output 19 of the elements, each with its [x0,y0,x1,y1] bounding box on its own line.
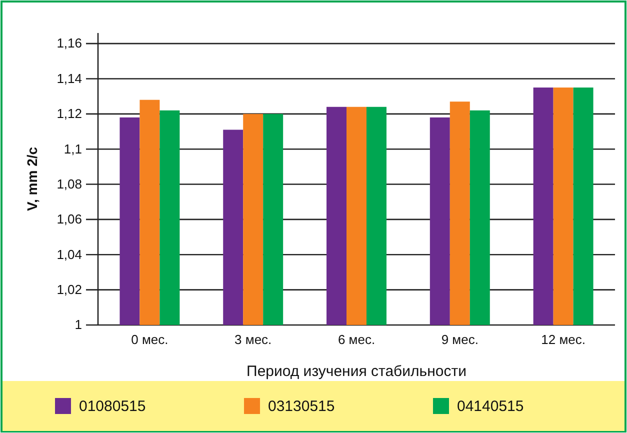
legend-label: 01080515 [79,398,146,415]
x-tick-label: 6 мес. [338,332,376,348]
x-tick-label: 12 мес. [541,332,586,348]
y-tick-label: 1,08 [56,176,82,192]
x-axis-title: Период изучения стабильности [246,363,466,380]
y-tick-label: 1 [74,317,82,332]
y-tick-label: 1,04 [56,246,82,262]
y-tick-label: 1,02 [56,282,82,297]
y-axis-title: V, mm 2/c [24,146,40,212]
y-tick-label: 1,12 [56,106,82,122]
legend-label: 03130515 [268,398,335,415]
y-tick-label: 1,06 [56,212,82,227]
x-tick-label: 0 мес. [131,332,168,348]
y-tick-label: 1,14 [56,70,82,86]
x-tick-label: 3 мес. [234,332,272,348]
y-tick-label: 1,1 [64,141,82,156]
y-tick-label: 1,16 [56,36,82,51]
x-tick-label: 9 мес. [441,332,478,348]
legend-label: 04140515 [457,398,524,415]
